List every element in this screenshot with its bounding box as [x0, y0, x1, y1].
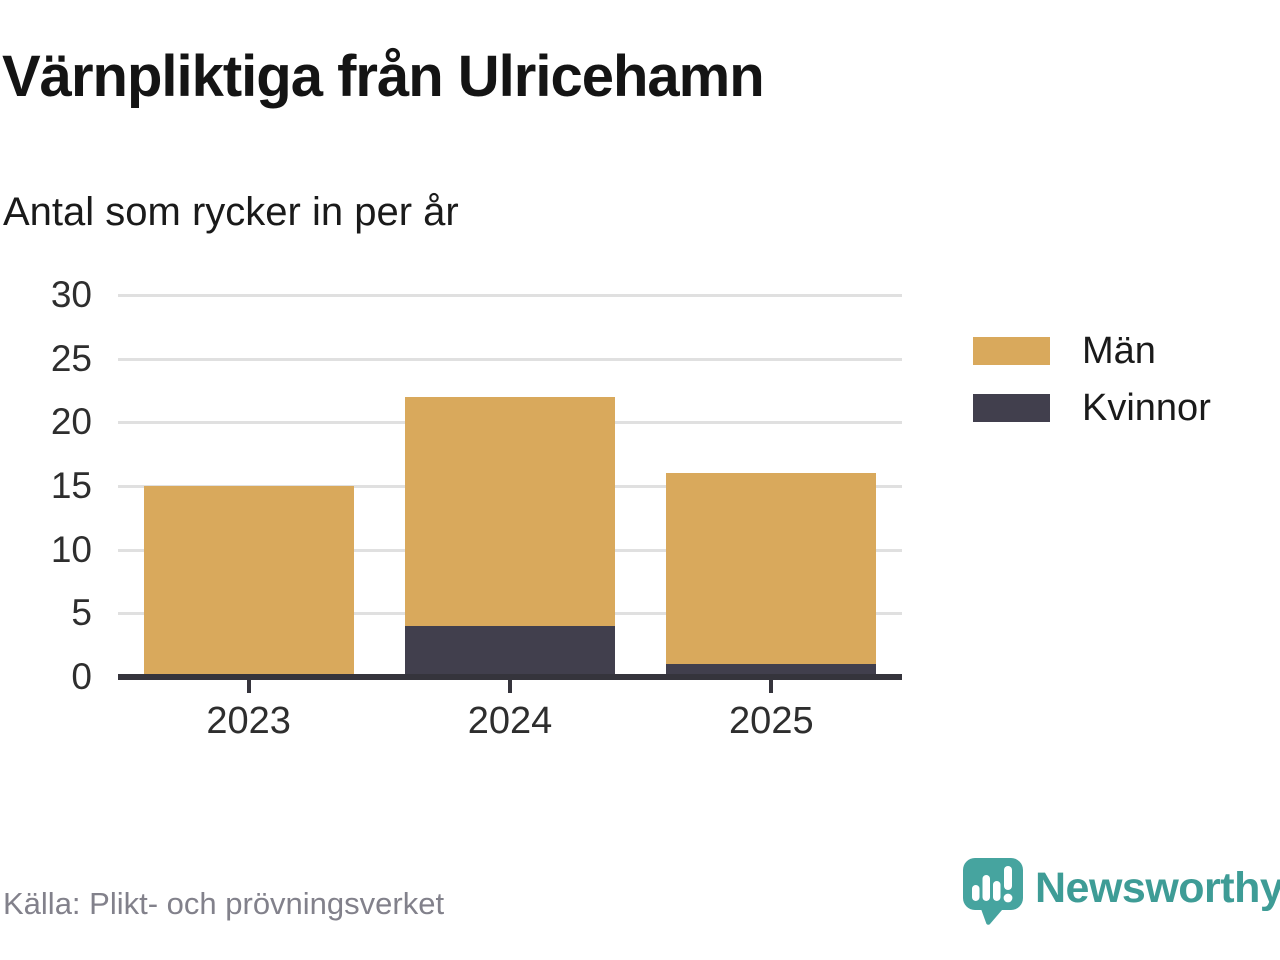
bar-segment-kvinnor-2025 — [666, 664, 877, 677]
bar-2024 — [405, 396, 615, 677]
brand-name: Newsworthy — [1035, 864, 1280, 912]
bar-segment-män-2024 — [405, 396, 615, 627]
y-axis-tick-label-0: 0 — [71, 656, 92, 697]
x-axis-tick-2025 — [769, 680, 774, 693]
x-axis-tick-label-2023: 2023 — [206, 700, 291, 742]
page-subtitle: Antal som rycker in per år — [3, 190, 459, 234]
source-note: Källa: Plikt- och prövningsverket — [3, 886, 445, 921]
x-axis-tick-label-2025: 2025 — [729, 700, 814, 742]
x-axis-tick-2024 — [508, 680, 512, 693]
x-axis-line — [118, 674, 902, 680]
gridline-25 — [118, 357, 902, 361]
y-axis-tick-label-20: 20 — [50, 401, 92, 443]
plot-area — [118, 294, 902, 693]
y-axis-tick-label-10: 10 — [50, 528, 92, 570]
bar-segment-män-2023 — [143, 486, 354, 677]
gridline-30 — [118, 294, 902, 297]
newsworthy-logo-icon — [963, 858, 1023, 925]
brand-footer: Newsworthy — [963, 858, 1280, 926]
legend-label-man: Män — [1082, 329, 1156, 372]
legend-label-kvinnor: Kvinnor — [1082, 386, 1211, 429]
legend-swatch-man — [973, 337, 1050, 365]
bar-segment-män-2025 — [666, 473, 877, 665]
legend-swatch-kvinnor — [973, 394, 1050, 422]
y-axis-tick-label-25: 25 — [50, 337, 92, 379]
legend-item-kvinnor: Kvinnor — [973, 387, 1211, 429]
y-axis-tick-label-15: 15 — [50, 465, 92, 506]
legend-item-man: Män — [973, 330, 1211, 372]
y-axis-tick-label-5: 5 — [71, 592, 92, 634]
page-title: Värnpliktiga från Ulricehamn — [2, 44, 765, 109]
y-axis-tick-label-30: 30 — [50, 274, 92, 315]
x-axis-tick-label-2024: 2024 — [467, 700, 553, 742]
bar-2023 — [143, 486, 354, 677]
x-axis-tick-2023 — [246, 680, 251, 693]
bar-2025 — [666, 473, 877, 677]
legend: Män Kvinnor — [973, 330, 1211, 451]
bar-segment-kvinnor-2024 — [405, 626, 615, 677]
